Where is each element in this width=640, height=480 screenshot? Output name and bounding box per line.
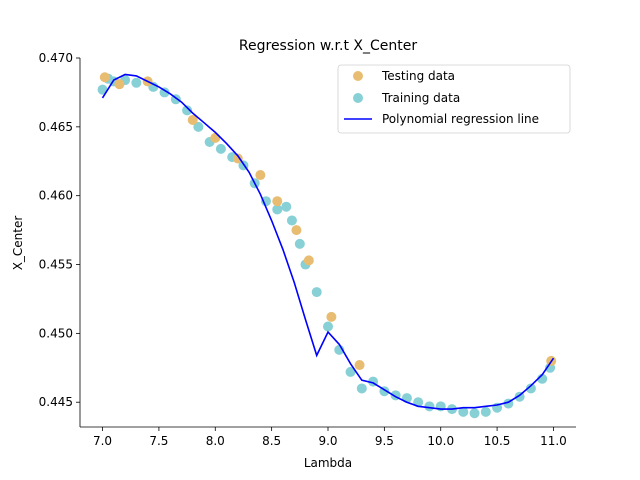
training-data-point — [356, 383, 367, 394]
y-tick-label: 0.455 — [39, 258, 73, 272]
polynomial-regression-line — [101, 73, 555, 410]
testing-data-point — [326, 311, 337, 322]
testing-data-point — [187, 114, 198, 125]
x-tick-label: 7.5 — [149, 434, 168, 448]
plot-area — [97, 72, 557, 419]
x-tick-label: 10.0 — [427, 434, 454, 448]
x-tick-label: 9.5 — [375, 434, 394, 448]
training-data-point — [469, 408, 480, 419]
legend-marker-training — [353, 93, 363, 103]
chart-title: Regression w.r.t X_Center — [239, 38, 417, 54]
training-data-point — [458, 406, 469, 417]
x-tick-label: 10.5 — [484, 434, 511, 448]
legend-box — [337, 64, 571, 134]
x-axis-ticks: 7.0 7.5 8.0 8.5 9.0 9.5 10.0 10.5 11.0 — [93, 427, 567, 448]
y-axis-label: X_Center — [11, 216, 25, 271]
testing-data-point — [272, 196, 283, 207]
training-data-point — [281, 201, 292, 212]
y-tick-label: 0.450 — [39, 326, 73, 340]
training-data-point — [525, 383, 536, 394]
y-tick-label: 0.445 — [39, 395, 73, 409]
legend-label-testing: Testing data — [381, 69, 455, 83]
training-data-point — [480, 406, 491, 417]
legend: Testing data Training data Polynomial re… — [337, 64, 571, 134]
training-data-point — [97, 84, 108, 95]
y-tick-label: 0.465 — [39, 120, 73, 134]
training-data-point — [261, 196, 271, 207]
testing-data-point — [291, 225, 302, 236]
testing-data-point — [255, 170, 266, 181]
training-data-point — [323, 321, 333, 332]
legend-label-training: Training data — [381, 91, 460, 105]
training-data-point — [424, 401, 435, 412]
training-data-point — [345, 366, 356, 377]
training-data-point — [159, 87, 170, 98]
legend-label-regression: Polynomial regression line — [382, 112, 539, 126]
training-data-points — [97, 73, 556, 419]
y-tick-label: 0.460 — [39, 189, 73, 203]
training-data-point — [215, 143, 226, 154]
testing-data-point — [303, 255, 314, 266]
training-data-point — [294, 238, 305, 249]
testing-data-point — [354, 360, 365, 371]
testing-data-point — [114, 79, 125, 90]
training-data-point — [193, 121, 204, 132]
x-tick-label: 9.0 — [318, 434, 337, 448]
legend-marker-testing — [353, 71, 363, 81]
training-data-point — [286, 215, 297, 226]
training-data-point — [311, 287, 322, 298]
training-data-point — [182, 105, 193, 116]
x-tick-label: 8.5 — [262, 434, 281, 448]
training-data-point — [272, 204, 283, 215]
x-tick-label: 8.0 — [206, 434, 225, 448]
x-tick-label: 7.0 — [93, 434, 112, 448]
x-tick-label: 11.0 — [540, 434, 567, 448]
testing-data-point — [99, 72, 110, 83]
training-data-point — [514, 391, 525, 402]
training-data-point — [131, 77, 142, 88]
testing-data-point — [232, 153, 243, 164]
testing-data-point — [210, 132, 221, 143]
y-axis-ticks: 0.445 0.450 0.455 0.460 0.465 0.470 — [39, 51, 80, 409]
x-axis-label: Lambda — [304, 456, 352, 470]
y-tick-label: 0.470 — [39, 51, 73, 65]
